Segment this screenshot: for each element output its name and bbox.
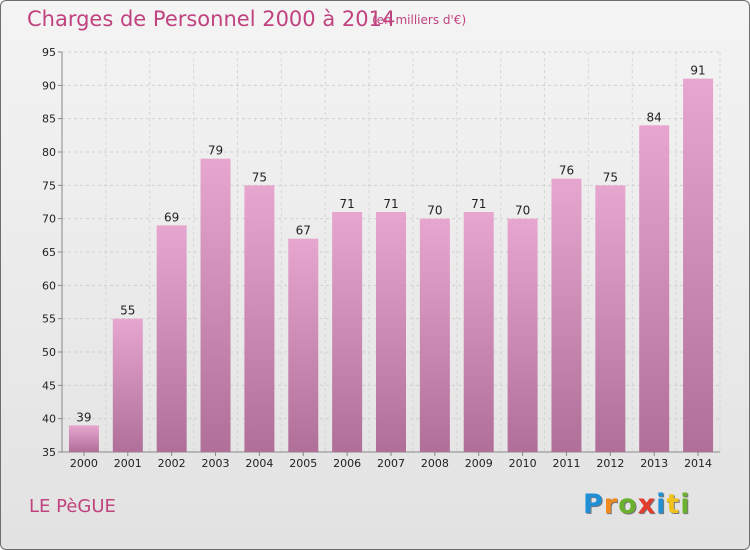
y-tick-label: 35 xyxy=(42,446,56,459)
brand-letter: i xyxy=(680,489,691,520)
x-tick-label: 2009 xyxy=(465,457,493,470)
y-tick-label: 75 xyxy=(42,179,56,192)
bar xyxy=(376,212,406,452)
brand-letter: t xyxy=(666,489,681,520)
brand-letter: x xyxy=(637,489,657,520)
bar xyxy=(200,158,231,452)
x-tick-label: 2001 xyxy=(114,457,142,470)
labels: 35 40 45 50 55 60 65 70 75 80 85 90 95 39 2000 55 2001 69… xyxy=(42,46,712,470)
bar xyxy=(683,78,714,453)
bar-value-label: 84 xyxy=(647,110,662,124)
x-tick-label: 2010 xyxy=(509,457,537,470)
chart-subtitle: (en milliers d'€) xyxy=(372,13,467,27)
x-tick-label: 2007 xyxy=(377,457,405,470)
bar xyxy=(112,318,143,452)
bar-value-label: 79 xyxy=(208,144,223,158)
proxiti-logo: Proxiti xyxy=(583,489,691,520)
bar xyxy=(244,185,275,453)
y-tick-label: 85 xyxy=(42,113,56,126)
bar xyxy=(551,178,582,452)
bar-value-label: 69 xyxy=(164,210,179,224)
x-tick-label: 2003 xyxy=(202,457,230,470)
y-tick-label: 80 xyxy=(42,146,56,159)
bar xyxy=(332,212,363,452)
bar-value-label: 75 xyxy=(252,170,267,184)
x-tick-label: 2014 xyxy=(684,457,712,470)
bar-value-label: 55 xyxy=(120,304,135,318)
y-tick-label: 55 xyxy=(42,313,56,326)
y-tick-label: 90 xyxy=(42,79,56,92)
bar-value-label: 91 xyxy=(690,64,705,78)
x-tick-label: 2008 xyxy=(421,457,449,470)
bar-value-label: 67 xyxy=(296,224,311,238)
bar xyxy=(419,218,450,452)
bar-value-label: 75 xyxy=(603,170,618,184)
bars xyxy=(68,78,714,453)
x-tick-label: 2011 xyxy=(552,457,580,470)
bar xyxy=(68,425,99,452)
y-tick-label: 45 xyxy=(42,379,56,392)
x-tick-label: 2004 xyxy=(245,457,273,470)
chart-title: Charges de Personnel 2000 à 2014 xyxy=(27,7,396,31)
bar xyxy=(156,225,187,452)
bar xyxy=(463,212,494,452)
bar-value-label: 71 xyxy=(471,197,486,211)
bar-value-label: 39 xyxy=(76,410,91,424)
bar-value-label: 70 xyxy=(427,204,442,218)
brand-letter: P xyxy=(583,489,604,520)
bar xyxy=(288,238,319,452)
y-tick-label: 60 xyxy=(42,279,56,292)
x-tick-label: 2006 xyxy=(333,457,361,470)
y-tick-label: 70 xyxy=(42,213,56,226)
brand-letter: i xyxy=(656,489,667,520)
x-tick-label: 2013 xyxy=(640,457,668,470)
y-tick-label: 50 xyxy=(42,346,56,359)
brand-letter: o xyxy=(618,489,638,520)
brand-letter: r xyxy=(603,489,619,520)
bar xyxy=(639,125,670,452)
x-tick-label: 2002 xyxy=(158,457,186,470)
location-label: LE PèGUE xyxy=(29,496,116,517)
bar xyxy=(595,185,626,453)
bar-value-label: 70 xyxy=(515,204,530,218)
bar xyxy=(507,218,538,452)
x-tick-label: 2000 xyxy=(70,457,98,470)
bar-value-label: 71 xyxy=(339,197,354,211)
x-tick-label: 2012 xyxy=(596,457,624,470)
bar-value-label: 71 xyxy=(383,197,398,211)
bar-value-label: 76 xyxy=(559,164,574,178)
y-tick-label: 95 xyxy=(42,46,56,59)
y-tick-label: 40 xyxy=(42,413,56,426)
y-tick-label: 65 xyxy=(42,246,56,259)
x-tick-label: 2005 xyxy=(289,457,317,470)
